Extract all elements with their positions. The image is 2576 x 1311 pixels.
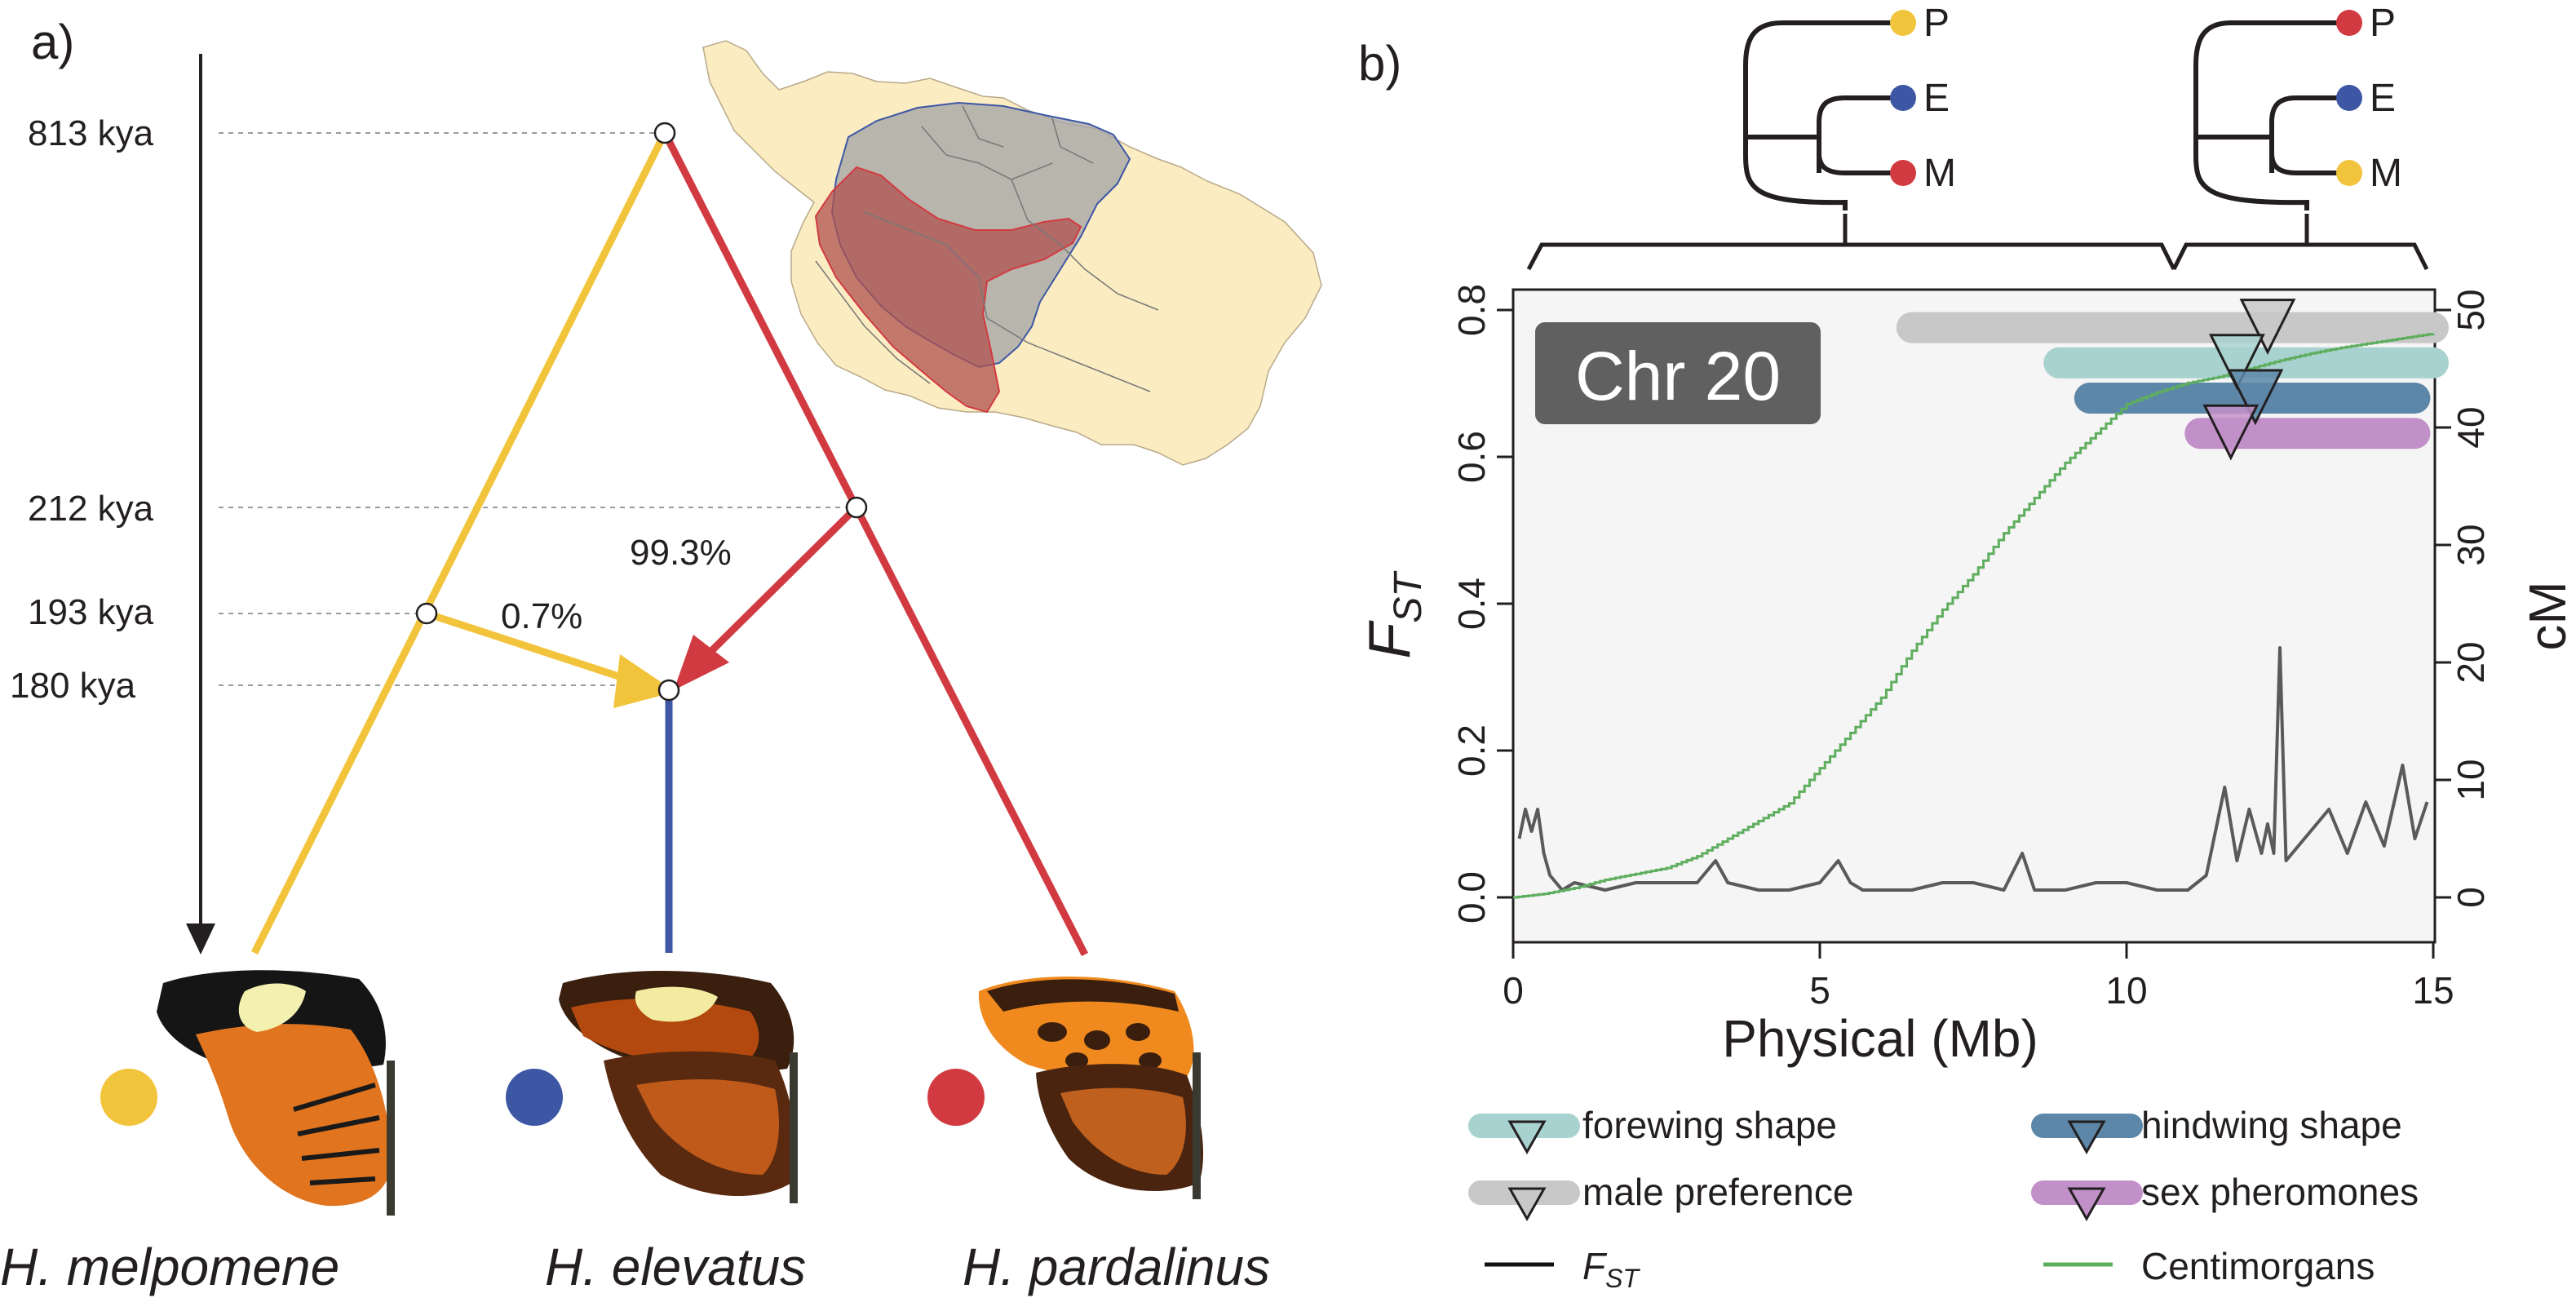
time-axis-arrowhead: [186, 923, 215, 954]
species-dot-elevatus: [506, 1069, 563, 1126]
tree2-tip-m-dot: [2336, 160, 2362, 186]
y-tick-label: 0.2: [1450, 724, 1493, 777]
tree2-tip-m: M: [2370, 152, 2402, 195]
species-name-elevatus: H. elevatus: [545, 1238, 806, 1296]
qtl-peak-sex-pheromones: [2202, 404, 2260, 461]
branch-pardalinus: [661, 131, 1089, 957]
brace-region-2: [2171, 242, 2429, 271]
y2-tick-label: 10: [2450, 759, 2492, 800]
species-dot-pardalinus: [927, 1069, 985, 1126]
y-axis-title: FST: [1357, 570, 1430, 659]
y2-tick-label: 40: [2450, 406, 2492, 448]
qtl-peak-forewing-shape: [2208, 334, 2265, 391]
introgression-arrow-yellow: [425, 609, 643, 688]
pct-yellow: 0.7%: [501, 596, 582, 636]
tree1-tip-e: E: [1923, 77, 1950, 120]
svg-text:cM: cM: [2518, 581, 2576, 650]
y2-tick-label: 0: [2450, 887, 2492, 908]
tree1-tip-p: P: [1923, 2, 1950, 45]
time-label-212: 212 kya: [28, 489, 154, 529]
tree2-tip-p-dot: [2336, 10, 2362, 36]
time-label-813: 813 kya: [28, 113, 154, 153]
brace-region-1: [1526, 242, 2176, 271]
svg-text:FST: FST: [1582, 1245, 1640, 1293]
tree-nodes: [415, 122, 868, 702]
svg-text:FST: FST: [1357, 570, 1430, 659]
tree1-tip-m: M: [1923, 152, 1956, 195]
series-fst: [1517, 646, 2429, 892]
y-tick-label: 0.4: [1450, 578, 1493, 630]
time-label-193: 193 kya: [28, 592, 154, 632]
species-dot-melpomene: [100, 1069, 157, 1126]
y2-tick-label: 50: [2450, 289, 2492, 330]
axes: 0 5 10 15 0.0 0.2 0.4 0.6 0.8 0 10 20 30 40 50: [1450, 284, 2492, 1012]
legend-item-male-preference: male preference: [1468, 1171, 1853, 1222]
topology-tree-2: P E M: [2193, 2, 2402, 210]
x-axis-title: Physical (Mb): [1722, 1009, 2038, 1068]
y2-axis-title: cM: [2518, 581, 2576, 650]
butterfly-pardalinus: [978, 976, 1203, 1199]
panel-b-label: b): [1358, 36, 1401, 91]
x-tick-label: 10: [2105, 969, 2147, 1012]
y-tick-label: 0.6: [1450, 431, 1493, 483]
arrowhead-red: [674, 635, 729, 690]
pct-red: 99.3%: [630, 533, 732, 573]
species-name-pardalinus: H. pardalinus: [963, 1238, 1270, 1296]
legend-item-sex-pheromones: sex pheromones: [2031, 1171, 2419, 1222]
series-centimorgans: [1513, 333, 2435, 899]
y2-tick-label: 30: [2450, 524, 2492, 565]
x-tick-label: 15: [2412, 969, 2454, 1012]
qtl-peak-hindwing-shape: [2227, 369, 2284, 426]
range-map: [702, 40, 1322, 466]
map-borders: [815, 105, 1159, 392]
tree1-tip-m-dot: [1890, 160, 1916, 186]
map-red-range: [814, 166, 1082, 414]
tree2-tip-e-dot: [2336, 85, 2362, 111]
panel-b: b) P E M P E M: [1357, 2, 2576, 1293]
svg-text:male preference: male preference: [1582, 1171, 1853, 1213]
legend-item-centimorgans: Centimorgans: [2043, 1245, 2375, 1287]
legend-item-fst: FST: [1485, 1245, 1640, 1293]
qtl-peak-male-preference: [2239, 299, 2296, 355]
chromosome-badge: [1535, 322, 1821, 424]
butterfly-melpomene: [157, 970, 395, 1216]
topology-tree-1: P E M: [1743, 2, 1956, 210]
panel-a-label: a): [31, 15, 74, 69]
svg-text:sex pheromones: sex pheromones: [2141, 1171, 2419, 1213]
panel-a: a) 813 kya 212 kya 193 kya 180 kya: [0, 15, 1322, 1296]
tree1-tip-e-dot: [1890, 85, 1916, 111]
series-lines: [1513, 333, 2435, 899]
branch-melpomene: [250, 131, 669, 955]
species-name-melpomene: H. melpomene: [0, 1238, 339, 1296]
tree2-tip-p: P: [2370, 2, 2396, 45]
time-label-180: 180 kya: [10, 666, 136, 706]
tree1-tip-p-dot: [1890, 10, 1916, 36]
svg-text:hindwing shape: hindwing shape: [2141, 1104, 2402, 1146]
y2-tick-label: 20: [2450, 641, 2492, 683]
butterfly-elevatus: [559, 971, 798, 1203]
x-tick-label: 0: [1503, 969, 1524, 1012]
svg-text:Centimorgans: Centimorgans: [2141, 1245, 2375, 1287]
y-tick-label: 0.0: [1450, 871, 1493, 923]
legend: forewing shape hindwing shape male prefe…: [1468, 1104, 2419, 1293]
legend-item-forewing: forewing shape: [1468, 1104, 1837, 1155]
tree2-tip-e: E: [2370, 77, 2396, 120]
svg-text:forewing shape: forewing shape: [1582, 1104, 1837, 1146]
y-tick-label: 0.8: [1450, 284, 1493, 336]
legend-item-hindwing: hindwing shape: [2031, 1104, 2402, 1155]
chromosome-label: Chr 20: [1575, 338, 1781, 414]
qtl-peak-markers: [2202, 299, 2296, 461]
x-tick-label: 5: [1809, 969, 1830, 1012]
introgression-arrow-red: [697, 504, 860, 666]
time-guides: [219, 132, 856, 686]
